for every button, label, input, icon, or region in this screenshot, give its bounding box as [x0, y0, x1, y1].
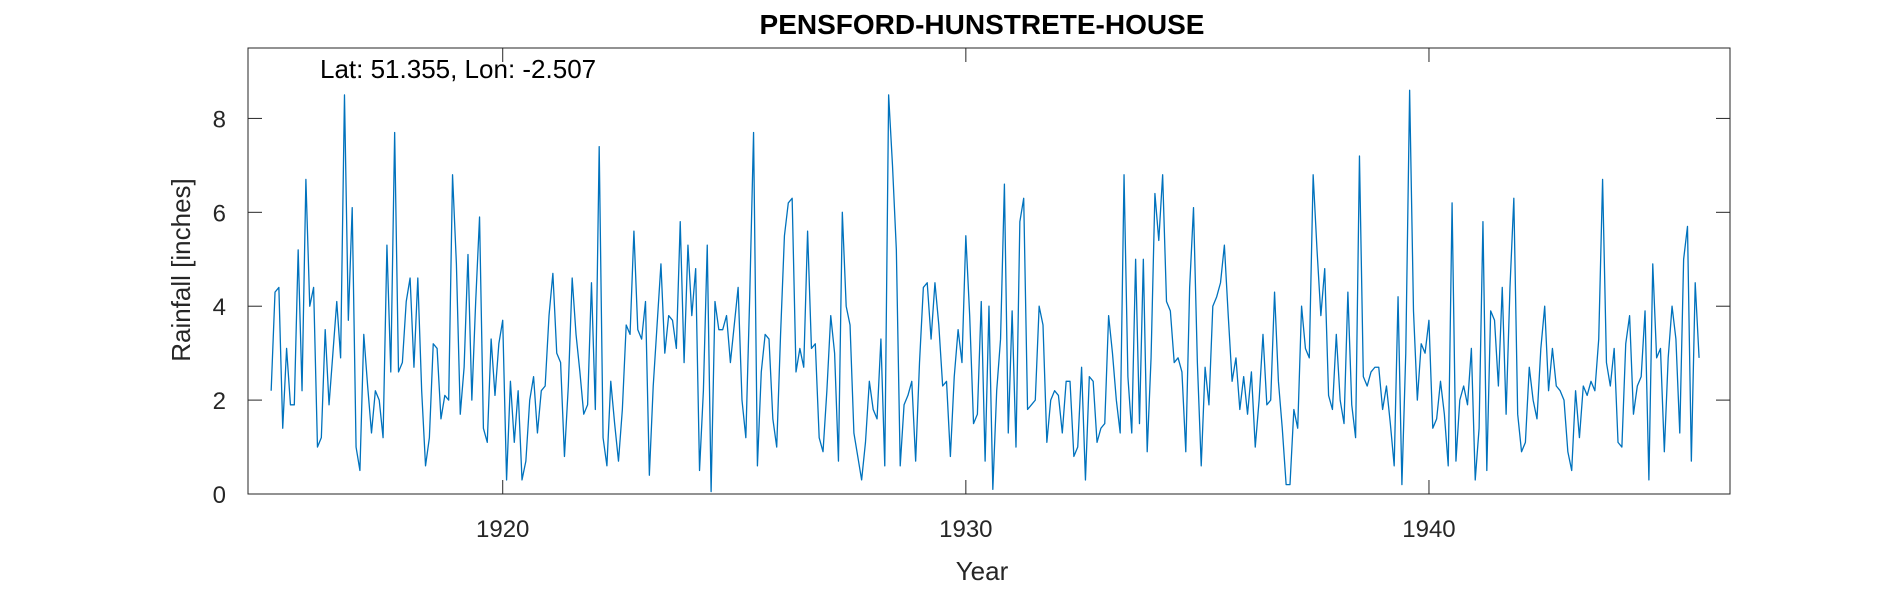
x-tick-label: 1930: [939, 516, 992, 543]
x-tick-label: 1940: [1402, 516, 1455, 543]
y-axis-label: Rainfall [inches]: [166, 178, 196, 362]
x-axis-label: Year: [956, 556, 1009, 586]
ticks-layer: 1920 1930 1940 0 2 4 6 8: [213, 48, 1730, 543]
data-layer: [270, 89, 1700, 493]
y-tick-label: 6: [213, 200, 226, 227]
chart-title: PENSFORD-HUNSTRETE-HOUSE: [760, 9, 1205, 40]
y-tick-label: 8: [213, 106, 226, 133]
plot-area: [247, 47, 1731, 495]
y-tick-label: 0: [213, 482, 226, 509]
y-tick-label: 2: [213, 388, 226, 415]
axes-box: [247, 47, 1731, 495]
y-tick-label: 4: [213, 294, 226, 321]
x-tick-label: 1920: [476, 516, 529, 543]
rainfall-series-line: [270, 89, 1700, 493]
coordinates-annotation: Lat: 51.355, Lon: -2.507: [320, 54, 596, 84]
